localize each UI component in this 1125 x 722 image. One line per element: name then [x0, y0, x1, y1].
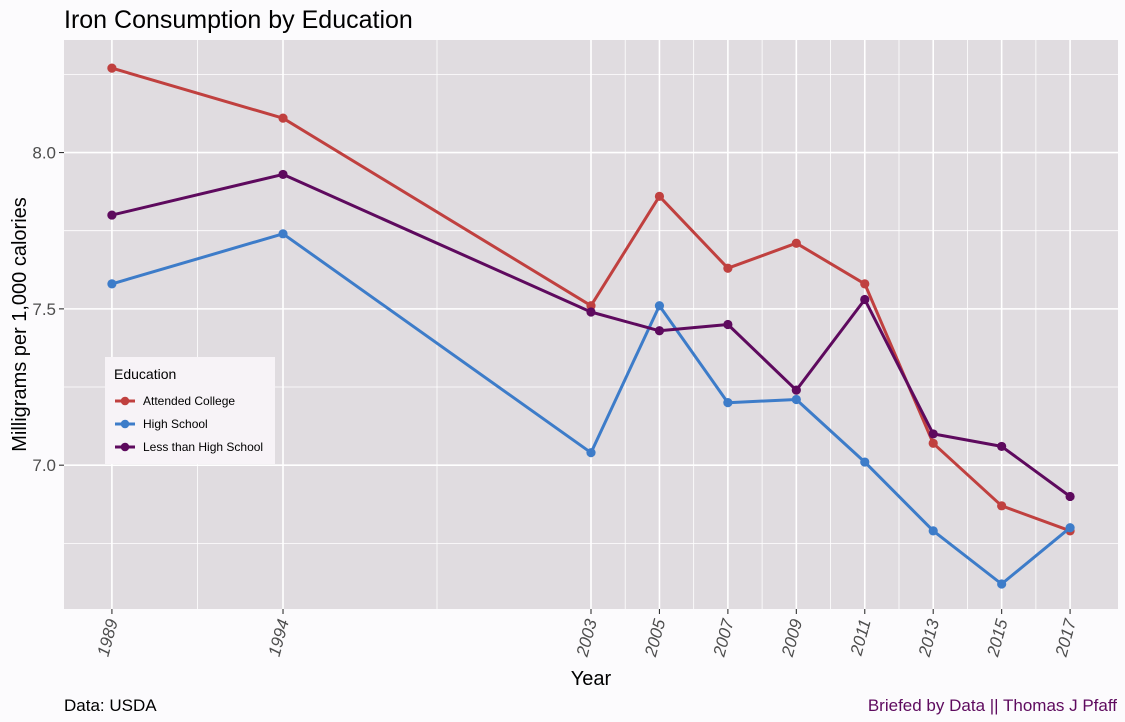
credit-caption: Briefed by Data || Thomas J Pfaff [868, 696, 1117, 715]
series-attended-college [107, 63, 1075, 536]
x-tick-label: 2011 [847, 617, 875, 658]
x-tick-label: 2015 [983, 617, 1012, 660]
legend-entry-label: Less than High School [143, 440, 263, 454]
data-point [723, 319, 733, 330]
x-tick-label: 1989 [94, 617, 122, 659]
legend-key-point [120, 419, 130, 429]
legend: Education Attended College High School Less… [105, 357, 275, 464]
data-point [654, 191, 665, 201]
y-tick-label: 7.5 [32, 300, 56, 319]
data-point [791, 238, 801, 248]
legend-entry-label: Attended College [143, 394, 235, 408]
x-tick-label: 2013 [915, 617, 944, 660]
data-point [928, 526, 938, 536]
legend-entry-label: High School [143, 417, 208, 431]
legend-key-point [120, 442, 130, 452]
x-tick-label: 2007 [709, 617, 738, 660]
data-point [586, 448, 596, 458]
data-point [791, 385, 801, 395]
data-point [860, 294, 870, 305]
data-point [1065, 491, 1075, 502]
series-less-than-high-school [107, 169, 1075, 502]
series-line [111, 66, 1071, 533]
data-point [654, 326, 665, 336]
x-tick-label: 2005 [641, 617, 670, 660]
source-caption: Data: USDA [64, 696, 157, 715]
y-axis-title: Milligrams per 1,000 calories [9, 197, 31, 452]
y-tick-label: 8.0 [32, 144, 56, 163]
data-point [997, 441, 1007, 452]
x-tick-label: 1994 [265, 617, 293, 658]
data-point [1065, 523, 1075, 533]
chart-title: Iron Consumption by Education [64, 6, 413, 34]
data-point [723, 263, 733, 273]
x-tick-label: 2017 [1052, 617, 1081, 660]
y-tick-label: 7.0 [32, 456, 56, 475]
data-point [107, 210, 117, 220]
data-point [586, 307, 596, 317]
x-tick-label: 2009 [778, 617, 807, 660]
data-point [860, 457, 870, 467]
data-point [997, 579, 1007, 589]
legend-key-point [120, 396, 130, 406]
data-point [860, 279, 870, 289]
x-axis-title: Year [571, 668, 612, 690]
series-line [111, 172, 1071, 498]
data-point [928, 429, 938, 439]
data-point [278, 113, 288, 123]
data-point [723, 398, 733, 408]
data-point [654, 301, 665, 311]
series-high-school [107, 229, 1075, 589]
data-point [107, 63, 117, 73]
data-point [278, 169, 288, 180]
data-point [107, 279, 117, 289]
series-line [111, 232, 1072, 586]
data-point [278, 229, 288, 239]
data-point [928, 438, 938, 448]
legend-title: Education [114, 366, 176, 382]
x-tick-label: 2003 [572, 617, 601, 660]
data-point [997, 501, 1007, 511]
data-point [791, 394, 801, 405]
